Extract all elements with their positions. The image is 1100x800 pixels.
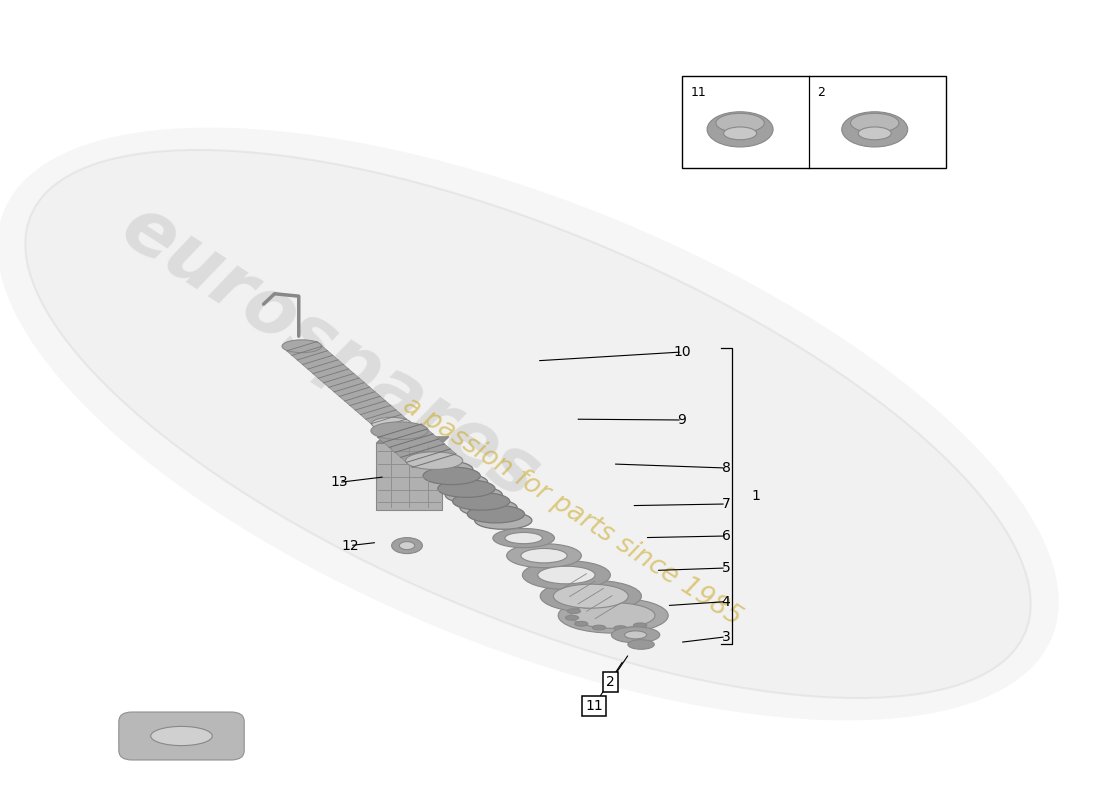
Ellipse shape (438, 480, 495, 498)
Text: 7: 7 (722, 497, 730, 511)
Polygon shape (464, 490, 491, 507)
FancyBboxPatch shape (682, 76, 946, 168)
Polygon shape (434, 464, 461, 482)
Polygon shape (472, 496, 498, 514)
Text: 5: 5 (722, 561, 730, 575)
Text: 11: 11 (585, 698, 603, 713)
Text: 2: 2 (817, 86, 825, 98)
Text: 12: 12 (341, 538, 359, 553)
Ellipse shape (475, 512, 532, 530)
Ellipse shape (25, 150, 1031, 698)
Ellipse shape (416, 461, 473, 478)
Ellipse shape (392, 538, 422, 554)
Ellipse shape (850, 114, 899, 133)
Ellipse shape (592, 625, 605, 630)
Ellipse shape (565, 615, 579, 620)
Polygon shape (377, 424, 456, 467)
Ellipse shape (151, 726, 212, 746)
Ellipse shape (505, 533, 542, 544)
Polygon shape (442, 470, 469, 488)
Ellipse shape (446, 486, 503, 504)
Ellipse shape (842, 112, 908, 147)
Polygon shape (480, 502, 505, 520)
Polygon shape (376, 443, 442, 510)
Ellipse shape (571, 602, 654, 628)
Ellipse shape (406, 452, 463, 470)
Text: 6: 6 (722, 529, 730, 543)
Ellipse shape (430, 474, 487, 491)
Ellipse shape (0, 127, 1059, 721)
Ellipse shape (493, 529, 554, 548)
Text: 4: 4 (722, 594, 730, 609)
Ellipse shape (568, 609, 581, 614)
Ellipse shape (424, 467, 481, 485)
Ellipse shape (858, 127, 891, 140)
Ellipse shape (716, 114, 764, 133)
FancyBboxPatch shape (119, 712, 244, 760)
Text: a passion for parts since 1985: a passion for parts since 1985 (398, 393, 746, 631)
Ellipse shape (399, 542, 415, 550)
Ellipse shape (507, 544, 582, 568)
Ellipse shape (625, 631, 647, 639)
Polygon shape (376, 437, 449, 443)
Text: 2: 2 (606, 674, 615, 689)
Ellipse shape (371, 422, 428, 439)
Text: 8: 8 (722, 461, 730, 475)
Ellipse shape (521, 549, 568, 563)
Text: 11: 11 (691, 86, 706, 98)
Polygon shape (458, 483, 483, 501)
Ellipse shape (540, 580, 641, 612)
Ellipse shape (634, 623, 647, 628)
Ellipse shape (468, 506, 525, 523)
Ellipse shape (522, 561, 611, 590)
Text: 13: 13 (330, 475, 348, 490)
Polygon shape (450, 477, 475, 494)
Ellipse shape (558, 598, 668, 633)
Ellipse shape (452, 493, 509, 510)
Text: 1: 1 (751, 489, 760, 503)
Polygon shape (287, 342, 407, 428)
Ellipse shape (553, 584, 628, 608)
Text: 10: 10 (673, 345, 691, 359)
Ellipse shape (282, 340, 321, 353)
Ellipse shape (372, 418, 411, 430)
Ellipse shape (628, 640, 654, 650)
Polygon shape (486, 509, 513, 526)
Text: 9: 9 (678, 413, 686, 427)
Ellipse shape (724, 127, 757, 140)
Ellipse shape (614, 626, 627, 630)
Ellipse shape (460, 499, 517, 517)
Ellipse shape (538, 566, 595, 584)
Text: eurospares: eurospares (108, 190, 552, 514)
Ellipse shape (612, 627, 660, 643)
Ellipse shape (574, 622, 587, 626)
Ellipse shape (707, 112, 773, 147)
Text: 3: 3 (722, 630, 730, 644)
Ellipse shape (580, 603, 593, 608)
